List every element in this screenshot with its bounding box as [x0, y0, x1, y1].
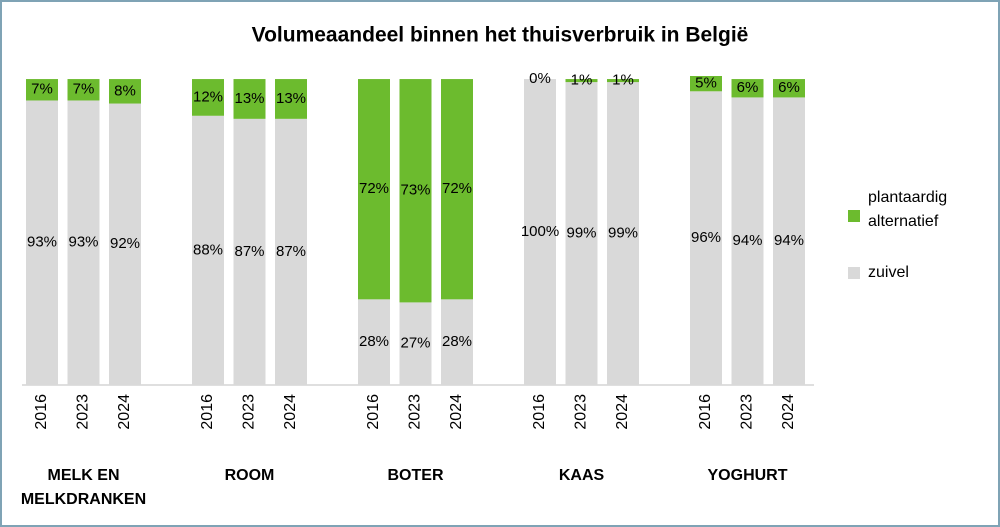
data-label: 100%: [521, 223, 559, 240]
bar-segment: [773, 79, 805, 98]
bar-segment: [192, 79, 224, 116]
data-label: 6%: [778, 79, 800, 96]
x-tick-label: 2016: [531, 394, 548, 430]
data-label: 73%: [400, 182, 430, 199]
bar-segment: [607, 82, 639, 386]
bar-segment: [275, 118, 307, 386]
data-label: 1%: [571, 72, 593, 89]
x-tick-label: 2023: [75, 394, 92, 430]
data-label: 27%: [400, 335, 430, 352]
x-tick-label: 2024: [614, 394, 631, 430]
x-tick-label: 2023: [573, 394, 590, 430]
chart-title: Volumeaandeel binnen het thuisverbruik i…: [252, 24, 749, 47]
bar-segment: [565, 82, 598, 386]
bar-segment: [441, 299, 473, 385]
x-tick-label: 2016: [199, 394, 216, 430]
bar-segment: [441, 79, 473, 300]
data-label: 0%: [529, 70, 551, 87]
data-label: 1%: [612, 72, 634, 89]
bar-segment: [233, 79, 266, 119]
data-label: 93%: [68, 234, 98, 251]
bar-segment: [358, 299, 390, 385]
data-label: 72%: [359, 180, 389, 197]
x-tick-label: 2023: [241, 394, 258, 430]
bar-segment: [565, 79, 598, 83]
group-label: MELK EN MELKDRANKEN: [20, 467, 147, 508]
bar-segment: [731, 97, 764, 386]
data-label: 7%: [73, 81, 95, 98]
bar-segment: [358, 79, 390, 300]
data-label: 94%: [774, 232, 804, 249]
data-label: 94%: [732, 232, 762, 249]
data-label: 99%: [608, 225, 638, 242]
legend-label: zuivel: [868, 264, 909, 281]
data-label: 99%: [566, 225, 596, 242]
x-tick-label: 2023: [407, 394, 424, 430]
data-label: 13%: [276, 90, 306, 107]
data-label: 7%: [31, 81, 53, 98]
x-tick-label: 2024: [448, 394, 465, 430]
data-label: 28%: [442, 333, 472, 350]
bar-segment: [192, 115, 224, 385]
x-tick-label: 2016: [365, 394, 382, 430]
x-tick-label: 2024: [780, 394, 797, 430]
x-tick-label: 2024: [116, 394, 133, 430]
data-label: 92%: [110, 235, 140, 252]
bar-segment: [109, 79, 141, 104]
data-label: 93%: [27, 234, 57, 251]
group-label: BOTER: [387, 467, 444, 484]
bar-segment: [26, 79, 58, 101]
legend-label: plantaardig alternatief: [868, 189, 948, 230]
bar-segment: [109, 103, 141, 385]
data-label: 12%: [193, 88, 223, 105]
x-tick-label: 2023: [739, 394, 756, 430]
bar-segment: [731, 79, 764, 98]
bar-segment: [67, 100, 100, 385]
data-label: 87%: [276, 243, 306, 260]
x-tick-label: 2016: [33, 394, 50, 430]
data-label: 13%: [234, 90, 264, 107]
bar-segment: [26, 100, 58, 385]
bar-segment: [690, 76, 722, 92]
data-label: 72%: [442, 180, 472, 197]
group-label: YOGHURT: [707, 467, 788, 484]
bar-segment: [773, 97, 805, 386]
data-label: 28%: [359, 333, 389, 350]
bar-segment: [607, 79, 639, 83]
data-label: 8%: [114, 82, 136, 99]
group-label: ROOM: [224, 467, 275, 484]
bar-segment: [524, 79, 556, 386]
x-tick-label: 2016: [697, 394, 714, 430]
bar-segment: [233, 118, 266, 386]
data-label: 88%: [193, 241, 223, 258]
data-label: 87%: [234, 243, 264, 260]
data-label: 96%: [691, 229, 721, 246]
bar-segment: [399, 302, 432, 385]
bar-segment: [67, 79, 100, 101]
data-label: 5%: [695, 75, 717, 92]
legend-swatch: [848, 267, 860, 279]
x-tick-label: 2024: [282, 394, 299, 430]
data-label: 6%: [737, 79, 759, 96]
bar-segment: [399, 79, 432, 303]
group-label: KAAS: [558, 467, 605, 484]
legend-swatch: [848, 210, 860, 222]
bar-segment: [275, 79, 307, 119]
bar-segment: [690, 91, 722, 385]
